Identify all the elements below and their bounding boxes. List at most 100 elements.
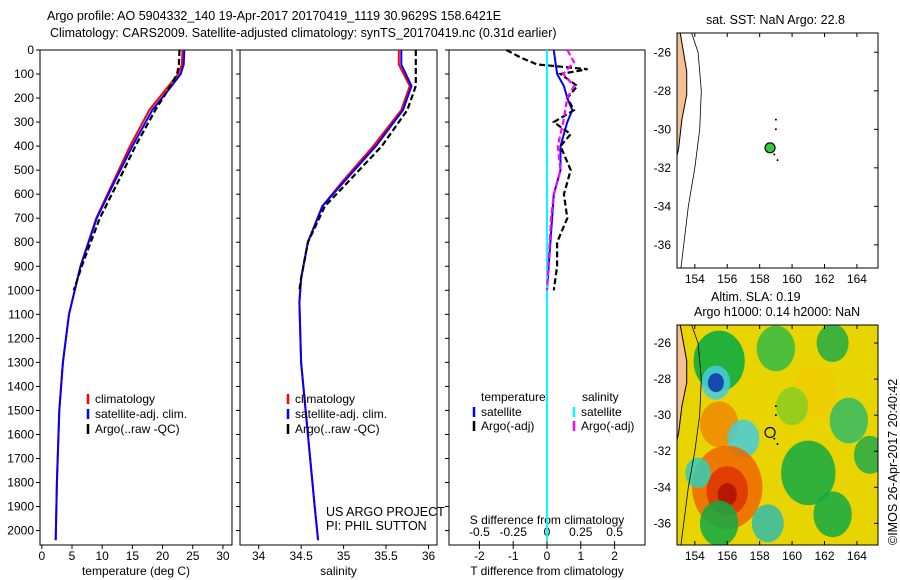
sla-anomaly: [751, 504, 784, 543]
x-tick-label: 20: [156, 549, 170, 563]
x-tick-label: 35.5: [374, 549, 398, 563]
legend-label: satellite: [581, 405, 622, 419]
lat-tick-label: -34: [654, 199, 672, 213]
series-satellite-adj-clim-: [54, 49, 186, 541]
legend-label: Argo(..raw -QC): [95, 422, 180, 436]
sla-anomaly: [816, 325, 849, 363]
y-tick-label: 1700: [7, 451, 34, 465]
lat-tick-label: -30: [654, 122, 672, 136]
isobath-contour: [680, 33, 702, 268]
lat-tick-label: -36: [654, 238, 672, 252]
legend-title: temperature: [481, 390, 546, 404]
y-tick-label: 400: [14, 139, 34, 153]
x-tick-label: 5: [69, 549, 76, 563]
temperature-axes-frame: [39, 49, 233, 546]
y-tick-label: 1100: [8, 307, 34, 321]
lat-tick-label: -26: [654, 336, 672, 350]
sla-anomaly: [685, 457, 711, 489]
track-dot: [773, 153, 776, 156]
lon-tick-label: 162: [814, 549, 834, 563]
lat-tick-label: -32: [654, 161, 672, 175]
lat-tick-label: -32: [654, 444, 672, 458]
track-dot: [774, 414, 777, 417]
x-tick-label: 0: [544, 549, 551, 563]
lon-tick-label: 158: [750, 549, 770, 563]
x-axis-label: T difference from climatology: [470, 564, 624, 578]
x-tick-label: 10: [96, 549, 110, 563]
sla-anomaly: [699, 500, 739, 545]
y-tick-label: 1000: [7, 283, 34, 297]
y-tick-label: 1400: [7, 379, 34, 393]
x-tick-label: 34: [252, 549, 266, 563]
series-satellite-adj-clim-: [298, 50, 413, 541]
y-tick-label: 500: [14, 163, 34, 177]
legend-label: Argo(-adj): [481, 419, 534, 433]
y-tick-label: 200: [14, 91, 34, 105]
y-tick-label: 600: [14, 187, 34, 201]
y-tick-label: 800: [14, 235, 34, 249]
s-x-tick-label: -0.25: [500, 525, 528, 539]
pi-label: PI: PHIL SUTTON: [326, 519, 427, 533]
x-tick-label: 0: [38, 549, 45, 563]
track-dot: [774, 118, 777, 121]
salinity-axes-frame: [239, 49, 438, 546]
project-label: US ARGO PROJECT: [326, 505, 445, 519]
x-tick-label: 34.5: [289, 549, 313, 563]
track-dot: [774, 128, 777, 131]
series-t-satellite: [546, 49, 574, 541]
y-tick-label: 700: [14, 211, 34, 225]
lon-tick-label: 160: [782, 272, 802, 286]
map-sla-title-2: Argo h1000: 0.14 h2000: NaN: [694, 305, 861, 319]
track-dot: [773, 437, 776, 440]
sla-anomaly: [853, 435, 878, 474]
y-tick-label: 2000: [7, 524, 34, 538]
y-tick-label: 1200: [7, 331, 34, 345]
legend-label: climatology: [295, 392, 355, 406]
sla-anomaly: [717, 483, 737, 506]
legend-label: satellite-adj. clim.: [295, 407, 387, 421]
lon-tick-label: 164: [847, 272, 867, 286]
x-tick-label: 1: [577, 549, 584, 563]
y-tick-label: 1600: [7, 427, 34, 441]
sla-anomaly: [813, 491, 852, 538]
map-sst-content: [677, 33, 779, 268]
y-tick-label: 100: [14, 67, 34, 81]
track-dot: [776, 159, 779, 162]
x-tick-label: 35: [337, 549, 351, 563]
map-sla-title-1: Altim. SLA: 0.19: [711, 290, 801, 304]
y-tick-label: 0: [27, 43, 34, 57]
lon-tick-label: 154: [685, 272, 705, 286]
y-tick-label: 1500: [7, 403, 34, 417]
x-tick-label: 30: [216, 549, 230, 563]
x-tick-label: 36: [422, 549, 436, 563]
s-x-tick-label: -0.5: [469, 525, 490, 539]
sla-anomaly: [781, 440, 836, 506]
lat-tick-label: -26: [654, 45, 672, 59]
y-tick-label: 1800: [7, 476, 34, 490]
track-dot: [774, 405, 777, 408]
lon-tick-label: 158: [750, 272, 770, 286]
lat-tick-label: -36: [654, 516, 672, 530]
lon-tick-label: 162: [814, 272, 834, 286]
x-tick-label: 15: [126, 549, 140, 563]
y-tick-label: 900: [14, 259, 34, 273]
sla-anomaly: [756, 325, 796, 372]
lat-tick-label: -28: [654, 84, 672, 98]
map-sst-frame: [676, 32, 879, 269]
s-x-tick-label: 0.5: [606, 525, 623, 539]
series-t-argo-adj-: [505, 49, 588, 291]
land-australia: [677, 325, 688, 443]
x-axis-label: temperature (deg C): [82, 564, 190, 578]
lon-tick-label: 164: [847, 549, 867, 563]
series-argo-raw-qc-: [72, 49, 181, 291]
map-sla-content: [677, 325, 878, 545]
lon-tick-label: 156: [717, 549, 737, 563]
map-sla-frame: [676, 324, 879, 546]
map-sst-title: sat. SST: NaN Argo: 22.8: [706, 13, 845, 27]
legend-label: Argo(..raw -QC): [295, 422, 380, 436]
lat-tick-label: -34: [654, 480, 672, 494]
lon-tick-label: 156: [717, 272, 737, 286]
series-argo-raw-qc-: [298, 50, 417, 291]
title-line-1: Argo profile: AO 5904332_140 19-Apr-2017…: [47, 9, 502, 23]
